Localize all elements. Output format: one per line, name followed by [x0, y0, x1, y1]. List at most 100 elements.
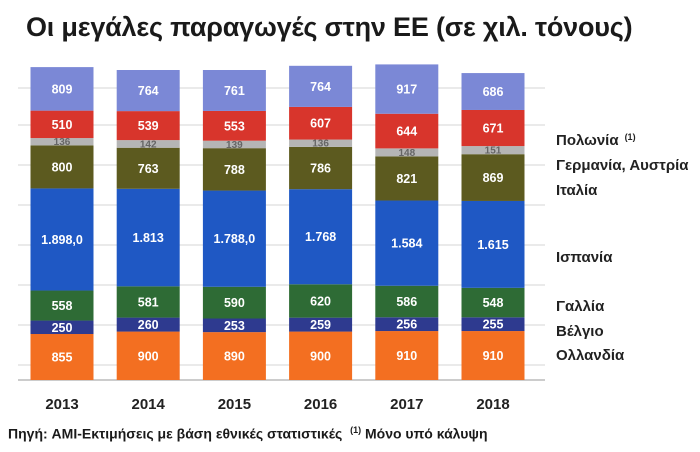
data-label: 553	[224, 119, 245, 133]
data-label: 786	[310, 162, 331, 176]
source-text: Πηγή: AMI-Εκτιμήσεις με βάση εθνικές στα…	[8, 425, 343, 442]
x-axis-ticks: 2013 2014 2015 2016 2017 2018	[45, 396, 509, 413]
bar-segment	[202, 140, 266, 149]
x-tick-label: 2016	[304, 396, 337, 413]
bar-stack-2015: 890 253 590 1.788,0 788 139 553 761	[202, 70, 266, 380]
bar-segment	[289, 146, 353, 190]
data-label: 148	[398, 148, 415, 159]
bar-segment	[461, 109, 525, 147]
data-label: 260	[138, 318, 159, 332]
data-label: 910	[483, 349, 504, 363]
bar-segment	[116, 331, 180, 380]
bar-segment	[202, 332, 266, 380]
data-label: 510	[52, 118, 73, 132]
footnote-mark: (1)	[350, 425, 362, 435]
bar-segment	[30, 67, 94, 111]
bar-segment	[375, 317, 439, 332]
bar-segment	[461, 317, 525, 332]
bar-segment	[116, 111, 180, 141]
x-tick-label: 2017	[390, 396, 423, 413]
data-label: 259	[310, 318, 331, 332]
bar-segment	[289, 65, 353, 107]
bar-segment	[116, 140, 180, 148]
bar-stack-2018: 910 255 548 1.615 869 151 671 686	[461, 73, 525, 380]
bar-segment	[289, 106, 353, 140]
legend: Ολλανδία Βέλγιο Γαλλία Ισπανία Ιταλία Γερμανί…	[556, 132, 689, 364]
bar-segment	[202, 148, 266, 191]
bar-segment	[375, 200, 439, 286]
data-label: 821	[396, 172, 417, 186]
data-label: 890	[224, 350, 245, 364]
data-label: 253	[224, 319, 245, 333]
data-label: 869	[483, 171, 504, 185]
bar-segment	[289, 189, 353, 285]
bar-segment	[202, 190, 266, 287]
data-label: 250	[52, 321, 73, 335]
data-label: 788	[224, 163, 245, 177]
data-label: 586	[396, 295, 417, 309]
data-label: 763	[138, 162, 159, 176]
bar-segment	[202, 110, 266, 141]
bar-segment	[461, 331, 525, 380]
bar-segment	[289, 139, 353, 147]
data-label: 620	[310, 294, 331, 308]
bar-segment	[202, 70, 266, 111]
bar-segment	[461, 200, 525, 288]
x-tick-label: 2013	[45, 396, 78, 413]
footnote-text: Μόνο υπό κάλυψη	[364, 425, 488, 442]
bar-stack-2017: 910 256 586 1.584 821 148 644 917	[375, 64, 439, 380]
bar-segment	[30, 334, 94, 380]
bar-segment	[289, 284, 353, 318]
bar-segment	[116, 317, 180, 332]
bar-segment	[375, 156, 439, 201]
x-tick-label: 2015	[218, 396, 251, 413]
data-label: 855	[52, 351, 73, 365]
legend-label: Βέλγιο	[556, 323, 604, 340]
data-label: 644	[396, 125, 417, 139]
data-label: 255	[483, 318, 504, 332]
source-note: Πηγή: AMI-Εκτιμήσεις με βάση εθνικές στα…	[8, 425, 488, 442]
page-title: Οι μεγάλες παραγωγές στην ΕΕ (σε χιλ. τό…	[26, 12, 633, 42]
grid-lines	[18, 87, 545, 381]
data-label: 910	[396, 349, 417, 363]
data-label: 139	[226, 140, 243, 151]
bar-segment	[461, 146, 525, 155]
bar-segment	[461, 73, 525, 110]
bar-segment	[375, 285, 439, 318]
bar-stack-2016: 900 259 620 1.768 786 136 607 764	[289, 65, 353, 380]
data-label: 151	[485, 146, 502, 157]
x-tick-label: 2014	[132, 396, 166, 413]
data-label: 256	[396, 318, 417, 332]
bar-segment	[30, 320, 94, 335]
data-label: 142	[140, 139, 157, 150]
bar-stack-2013: 855 250 558 1.898,0 800 136 510 809	[30, 67, 94, 380]
legend-label: Γαλλία	[556, 298, 605, 315]
bar-segment	[30, 145, 94, 189]
x-tick-label: 2018	[476, 396, 509, 413]
legend-label: Γερμανία, Αυστρία	[556, 157, 689, 174]
data-label: 548	[483, 296, 504, 310]
data-label: 607	[310, 117, 331, 131]
data-label: 136	[312, 139, 329, 150]
bar-segment	[289, 317, 353, 332]
data-label: 1.898,0	[41, 233, 83, 247]
data-label: 764	[310, 80, 331, 94]
data-label: 900	[138, 349, 159, 363]
legend-label: Ισπανία	[556, 249, 613, 266]
data-label: 1.813	[133, 231, 164, 245]
bar-segment	[289, 331, 353, 380]
bar-segment	[202, 318, 266, 333]
bars: 855 250 558 1.898,0 800 136 510 809 900 260 581 1.8…	[30, 64, 525, 380]
data-label: 590	[224, 296, 245, 310]
bar-segment	[375, 331, 439, 380]
data-label: 900	[310, 349, 331, 363]
data-label: 1.768	[305, 230, 336, 244]
bar-segment	[116, 286, 180, 318]
data-label: 1.788,0	[214, 232, 256, 246]
data-label: 686	[483, 85, 504, 99]
data-label: 581	[138, 295, 159, 309]
bar-segment	[30, 138, 94, 146]
data-label: 1.615	[477, 238, 508, 252]
bar-segment	[375, 64, 439, 114]
bar-segment	[461, 287, 525, 318]
